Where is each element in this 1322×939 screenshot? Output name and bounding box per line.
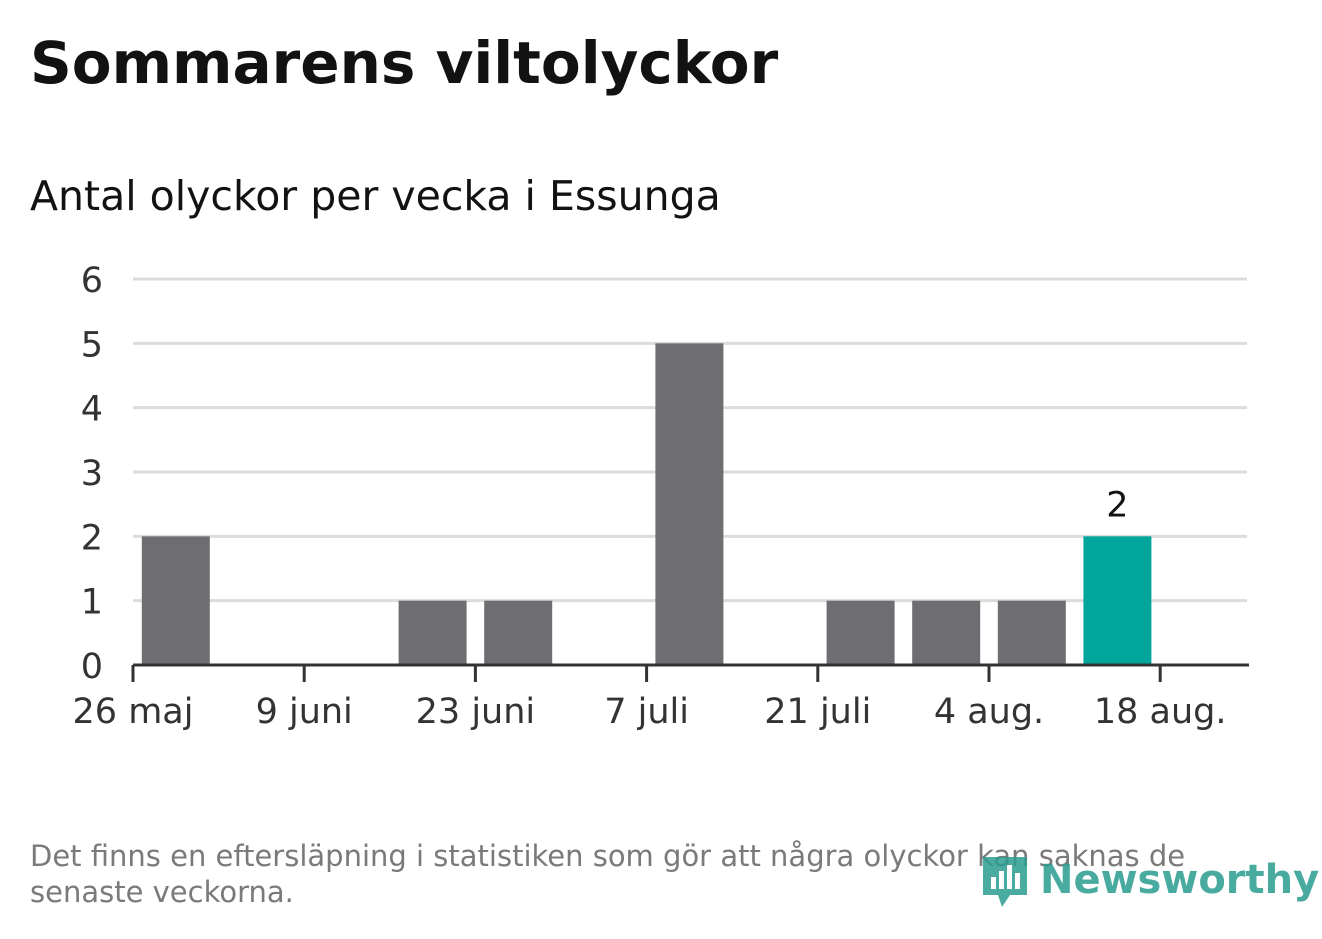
bar <box>997 600 1066 665</box>
chart-title: Sommarens viltolyckor <box>30 29 779 97</box>
y-tick-label: 0 <box>81 647 103 687</box>
y-tick-label: 1 <box>81 583 103 623</box>
bar <box>141 536 210 665</box>
x-tick-label: 21 juli <box>764 692 871 732</box>
y-tick-label: 5 <box>81 325 103 365</box>
bar <box>484 600 553 665</box>
bar <box>655 343 724 665</box>
chart-subtitle: Antal olyckor per vecka i Essunga <box>30 172 721 220</box>
y-tick-label: 2 <box>81 518 103 558</box>
data-label: 2 <box>1106 485 1128 525</box>
bar-highlight <box>1083 536 1152 665</box>
x-tick-label: 7 juli <box>604 692 689 732</box>
bar <box>398 600 467 665</box>
x-tick-label: 18 aug. <box>1094 692 1227 732</box>
y-tick-label: 4 <box>81 390 103 430</box>
x-tick-label: 23 juni <box>416 692 535 732</box>
bar <box>912 600 981 665</box>
x-tick-label: 4 aug. <box>934 692 1044 732</box>
bar-chart: 0 1 2 3 4 5 6 2 26 maj 9 juni 23 juni 7 juli 21 juli… <box>73 261 1249 732</box>
newsworthy-logo: Newsworthy <box>980 850 1319 910</box>
newsworthy-logo-text: Newsworthy <box>1040 857 1320 903</box>
y-tick-label: 6 <box>81 261 103 301</box>
y-tick-label: 3 <box>81 454 103 494</box>
newsworthy-logo-icon <box>983 857 1027 907</box>
bar <box>826 600 895 665</box>
x-tick-label: 26 maj <box>73 692 194 732</box>
x-tick-label: 9 juni <box>256 692 353 732</box>
